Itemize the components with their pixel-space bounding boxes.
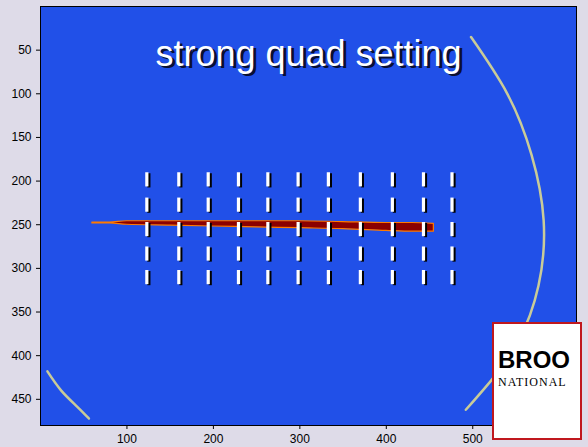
svg-text:50: 50 <box>18 43 32 57</box>
html-text:BROO: BROO <box>498 346 570 373</box>
svg-text:400: 400 <box>376 432 396 446</box>
svg-text:200: 200 <box>11 174 31 188</box>
svg-text:100: 100 <box>117 432 137 446</box>
svg-text:250: 250 <box>11 218 31 232</box>
html-text:NATIONAL: NATIONAL <box>498 375 567 389</box>
svg-text:350: 350 <box>11 305 31 319</box>
svg-text:400: 400 <box>11 349 31 363</box>
svg-text:strong quad setting: strong quad setting <box>155 33 461 74</box>
svg-text:200: 200 <box>203 432 223 446</box>
svg-text:450: 450 <box>11 392 31 406</box>
svg-text:300: 300 <box>290 432 310 446</box>
svg-text:150: 150 <box>11 130 31 144</box>
svg-text:500: 500 <box>463 432 483 446</box>
svg-text:300: 300 <box>11 261 31 275</box>
svg-text:100: 100 <box>11 87 31 101</box>
